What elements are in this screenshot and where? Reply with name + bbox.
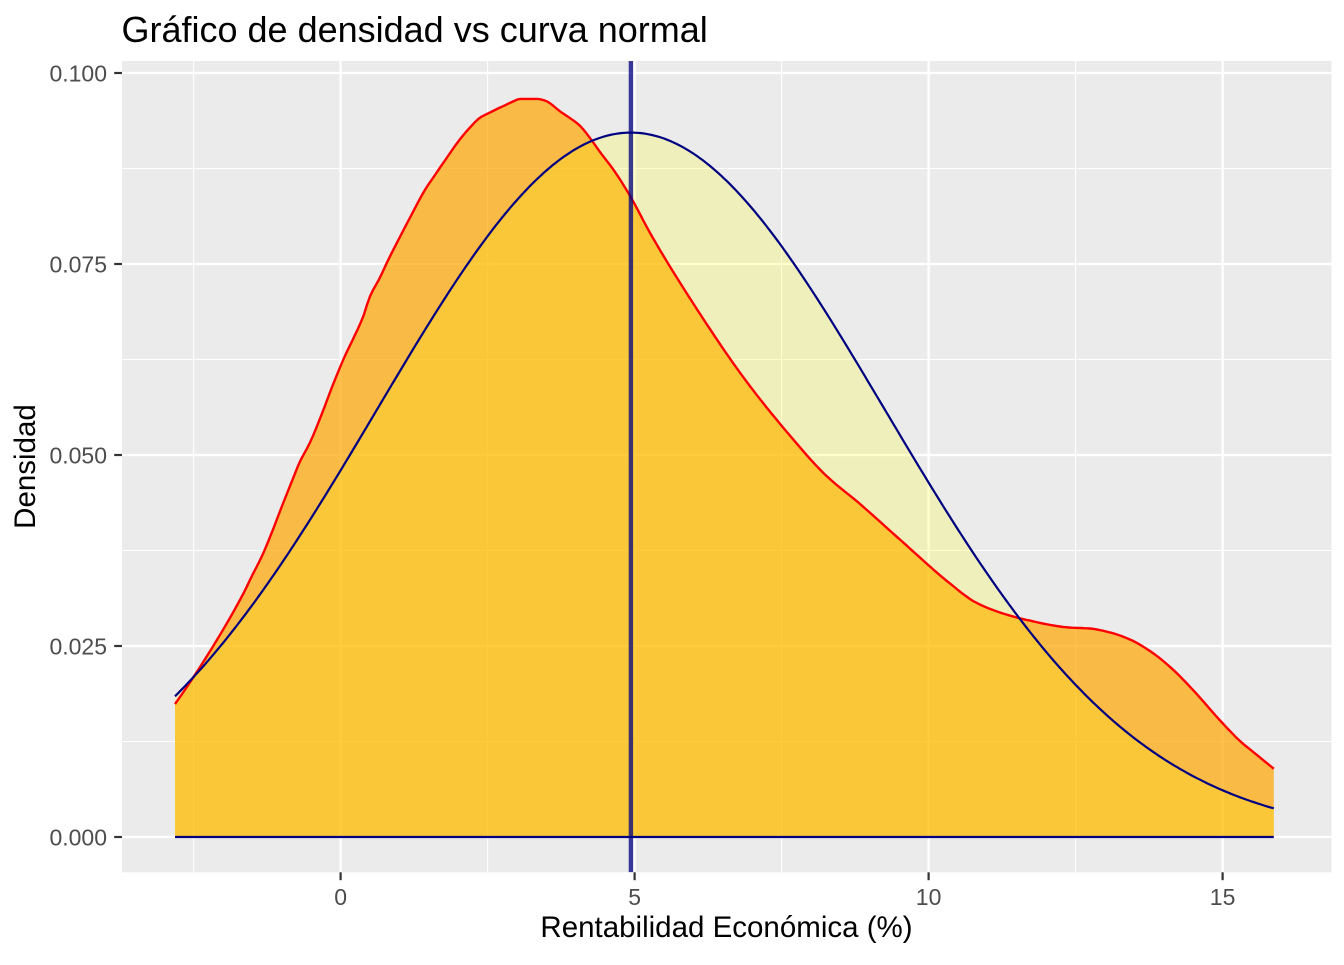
- svg-text:Densidad: Densidad: [9, 404, 42, 529]
- svg-text:0: 0: [334, 884, 347, 910]
- svg-text:0.050: 0.050: [49, 442, 107, 468]
- svg-text:0.075: 0.075: [49, 251, 107, 277]
- svg-text:0.000: 0.000: [49, 824, 107, 850]
- svg-text:10: 10: [916, 884, 942, 910]
- svg-text:15: 15: [1210, 884, 1236, 910]
- svg-text:0.025: 0.025: [49, 633, 107, 659]
- svg-text:0.100: 0.100: [49, 60, 107, 86]
- svg-text:5: 5: [628, 884, 641, 910]
- svg-text:Rentabilidad Económica (%): Rentabilidad Económica (%): [540, 911, 912, 944]
- svg-text:Gráfico de densidad vs curva n: Gráfico de densidad vs curva normal: [122, 9, 708, 50]
